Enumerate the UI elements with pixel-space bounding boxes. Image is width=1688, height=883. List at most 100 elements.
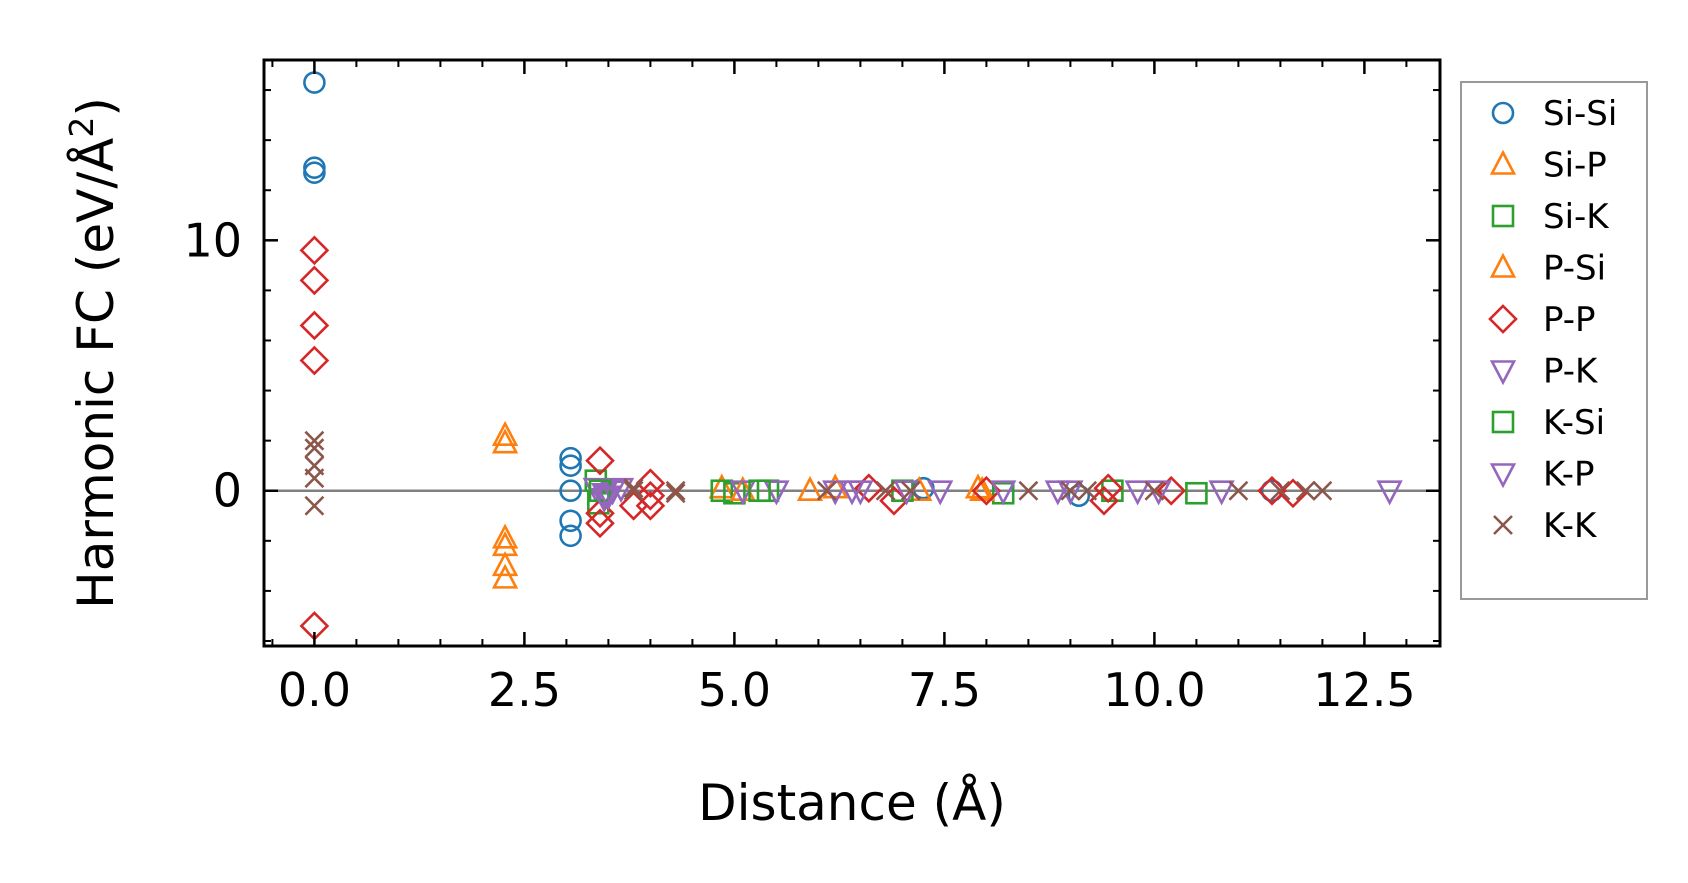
data-point-p-p bbox=[1278, 478, 1308, 509]
x-marker-stroke bbox=[1228, 480, 1249, 501]
data-point-p-k bbox=[1124, 480, 1151, 506]
data-point-p-p bbox=[635, 480, 666, 511]
x-tick-label: 2.5 bbox=[488, 663, 561, 717]
data-point-si-p bbox=[491, 523, 519, 549]
legend-label-k-si: K-Si bbox=[1543, 403, 1605, 443]
legend-label-p-k: P-K bbox=[1543, 352, 1599, 392]
data-point-k-k bbox=[1312, 480, 1333, 501]
data-point-si-si bbox=[559, 479, 582, 503]
x-marker-stroke bbox=[304, 495, 325, 516]
y-axis-title-main: Harmonic FC (eV/Å bbox=[67, 138, 125, 609]
data-point-k-k bbox=[304, 495, 325, 516]
x-marker-stroke bbox=[623, 480, 644, 501]
data-point-si-k bbox=[723, 481, 746, 505]
x-axis-title: Distance (Å) bbox=[698, 774, 1006, 832]
legend-marker-si-si bbox=[1491, 101, 1515, 125]
x-tick-label: 10.0 bbox=[1103, 663, 1205, 717]
data-point-k-k bbox=[1295, 480, 1316, 501]
data-point-k-p bbox=[1057, 480, 1084, 506]
legend-label-k-p: K-P bbox=[1543, 455, 1595, 495]
data-point-si-si bbox=[303, 161, 326, 184]
data-point-p-k bbox=[1376, 480, 1403, 506]
data-point-p-p bbox=[299, 235, 330, 266]
data-point-si-p bbox=[491, 420, 519, 446]
data-point-p-p bbox=[299, 310, 330, 341]
data-point-si-si bbox=[303, 156, 326, 179]
x-marker-stroke bbox=[665, 483, 686, 504]
x-marker-stroke bbox=[665, 480, 686, 501]
data-point-p-p bbox=[1093, 473, 1124, 504]
x-marker-stroke bbox=[1270, 480, 1291, 501]
x-marker-stroke bbox=[900, 480, 921, 501]
data-point-p-p bbox=[299, 265, 330, 296]
data-point-si-si bbox=[559, 509, 582, 533]
data-point-si-si bbox=[559, 446, 582, 470]
data-point-k-k bbox=[1077, 480, 1098, 501]
legend-label-p-p: P-P bbox=[1543, 300, 1596, 340]
data-point-k-p bbox=[847, 480, 874, 506]
legend-label-si-p: Si-P bbox=[1543, 146, 1607, 186]
data-point-k-k bbox=[900, 480, 921, 501]
data-point-si-si bbox=[559, 524, 582, 548]
x-marker-stroke bbox=[1018, 480, 1039, 501]
data-point-si-k bbox=[710, 479, 734, 503]
data-point-p-k bbox=[763, 480, 790, 506]
legend-label-k-k: K-K bbox=[1543, 506, 1598, 546]
data-point-si-si bbox=[559, 454, 582, 477]
data-point-k-k bbox=[1228, 480, 1249, 501]
x-tick-label: 0.0 bbox=[278, 663, 351, 717]
data-point-k-k bbox=[304, 438, 325, 459]
data-point-k-k bbox=[623, 480, 644, 501]
data-point-k-k bbox=[623, 478, 644, 499]
x-tick-label: 5.0 bbox=[698, 663, 771, 717]
data-point-si-k bbox=[1185, 481, 1208, 505]
x-marker-stroke bbox=[1493, 515, 1513, 535]
tick-labels-layer: 0.0 2.5 5.0 7.5 10.0 12.5 0 10 bbox=[183, 213, 1415, 717]
x-marker-stroke bbox=[1077, 480, 1098, 501]
data-point-k-k bbox=[875, 480, 896, 501]
legend-marker-k-k bbox=[1493, 515, 1513, 535]
x-marker-stroke bbox=[875, 480, 896, 501]
data-point-si-p bbox=[708, 473, 735, 499]
x-marker-stroke bbox=[816, 480, 837, 501]
data-point-p-p bbox=[299, 345, 330, 376]
data-point-si-p bbox=[796, 475, 824, 502]
x-marker-stroke bbox=[304, 430, 325, 451]
legend-marker-p-si bbox=[1489, 252, 1517, 278]
data-point-si-si bbox=[303, 71, 326, 94]
data-point-si-p bbox=[491, 428, 519, 454]
x-marker-stroke bbox=[1295, 480, 1316, 501]
legend-marker-k-p bbox=[1489, 463, 1517, 489]
x-tick-label: 7.5 bbox=[908, 663, 981, 717]
legend-label-si-si: Si-Si bbox=[1543, 94, 1617, 134]
data-point-k-k bbox=[665, 480, 686, 501]
data-point-p-p bbox=[585, 445, 615, 476]
x-marker-stroke bbox=[1312, 480, 1333, 501]
data-point-p-p bbox=[635, 490, 666, 521]
y-axis-title: Harmonic FC (eV/Å2) bbox=[62, 97, 125, 609]
data-point-p-p bbox=[1156, 475, 1187, 506]
data-point-k-k bbox=[816, 480, 837, 501]
y-axis-title-superscript: 2 bbox=[62, 117, 101, 138]
ticks-layer bbox=[264, 60, 1440, 646]
legend: Si-Si Si-P Si-K P-Si P-P P-K K-Si K-P K-K bbox=[1460, 81, 1648, 600]
x-marker-stroke bbox=[304, 468, 325, 489]
legend-marker-si-p bbox=[1489, 149, 1517, 175]
data-point-k-k bbox=[304, 430, 325, 451]
y-axis-title-end: ) bbox=[67, 97, 125, 117]
data-point-k-si bbox=[748, 479, 771, 503]
data-point-k-p bbox=[990, 480, 1017, 506]
legend-marker-p-k bbox=[1489, 360, 1517, 386]
data-point-k-k bbox=[1270, 480, 1291, 501]
data-point-k-p bbox=[927, 480, 954, 506]
data-point-p-k bbox=[1208, 480, 1235, 506]
legend-label-si-k: Si-K bbox=[1543, 197, 1610, 237]
legend-marker-si-k bbox=[1491, 204, 1515, 228]
y-tick-label: 0 bbox=[213, 464, 242, 518]
x-marker-stroke bbox=[1060, 480, 1081, 501]
data-point-k-k bbox=[665, 483, 686, 504]
plot-area-frame bbox=[262, 58, 1442, 648]
legend-box bbox=[1460, 81, 1648, 600]
data-point-si-p bbox=[491, 551, 519, 577]
